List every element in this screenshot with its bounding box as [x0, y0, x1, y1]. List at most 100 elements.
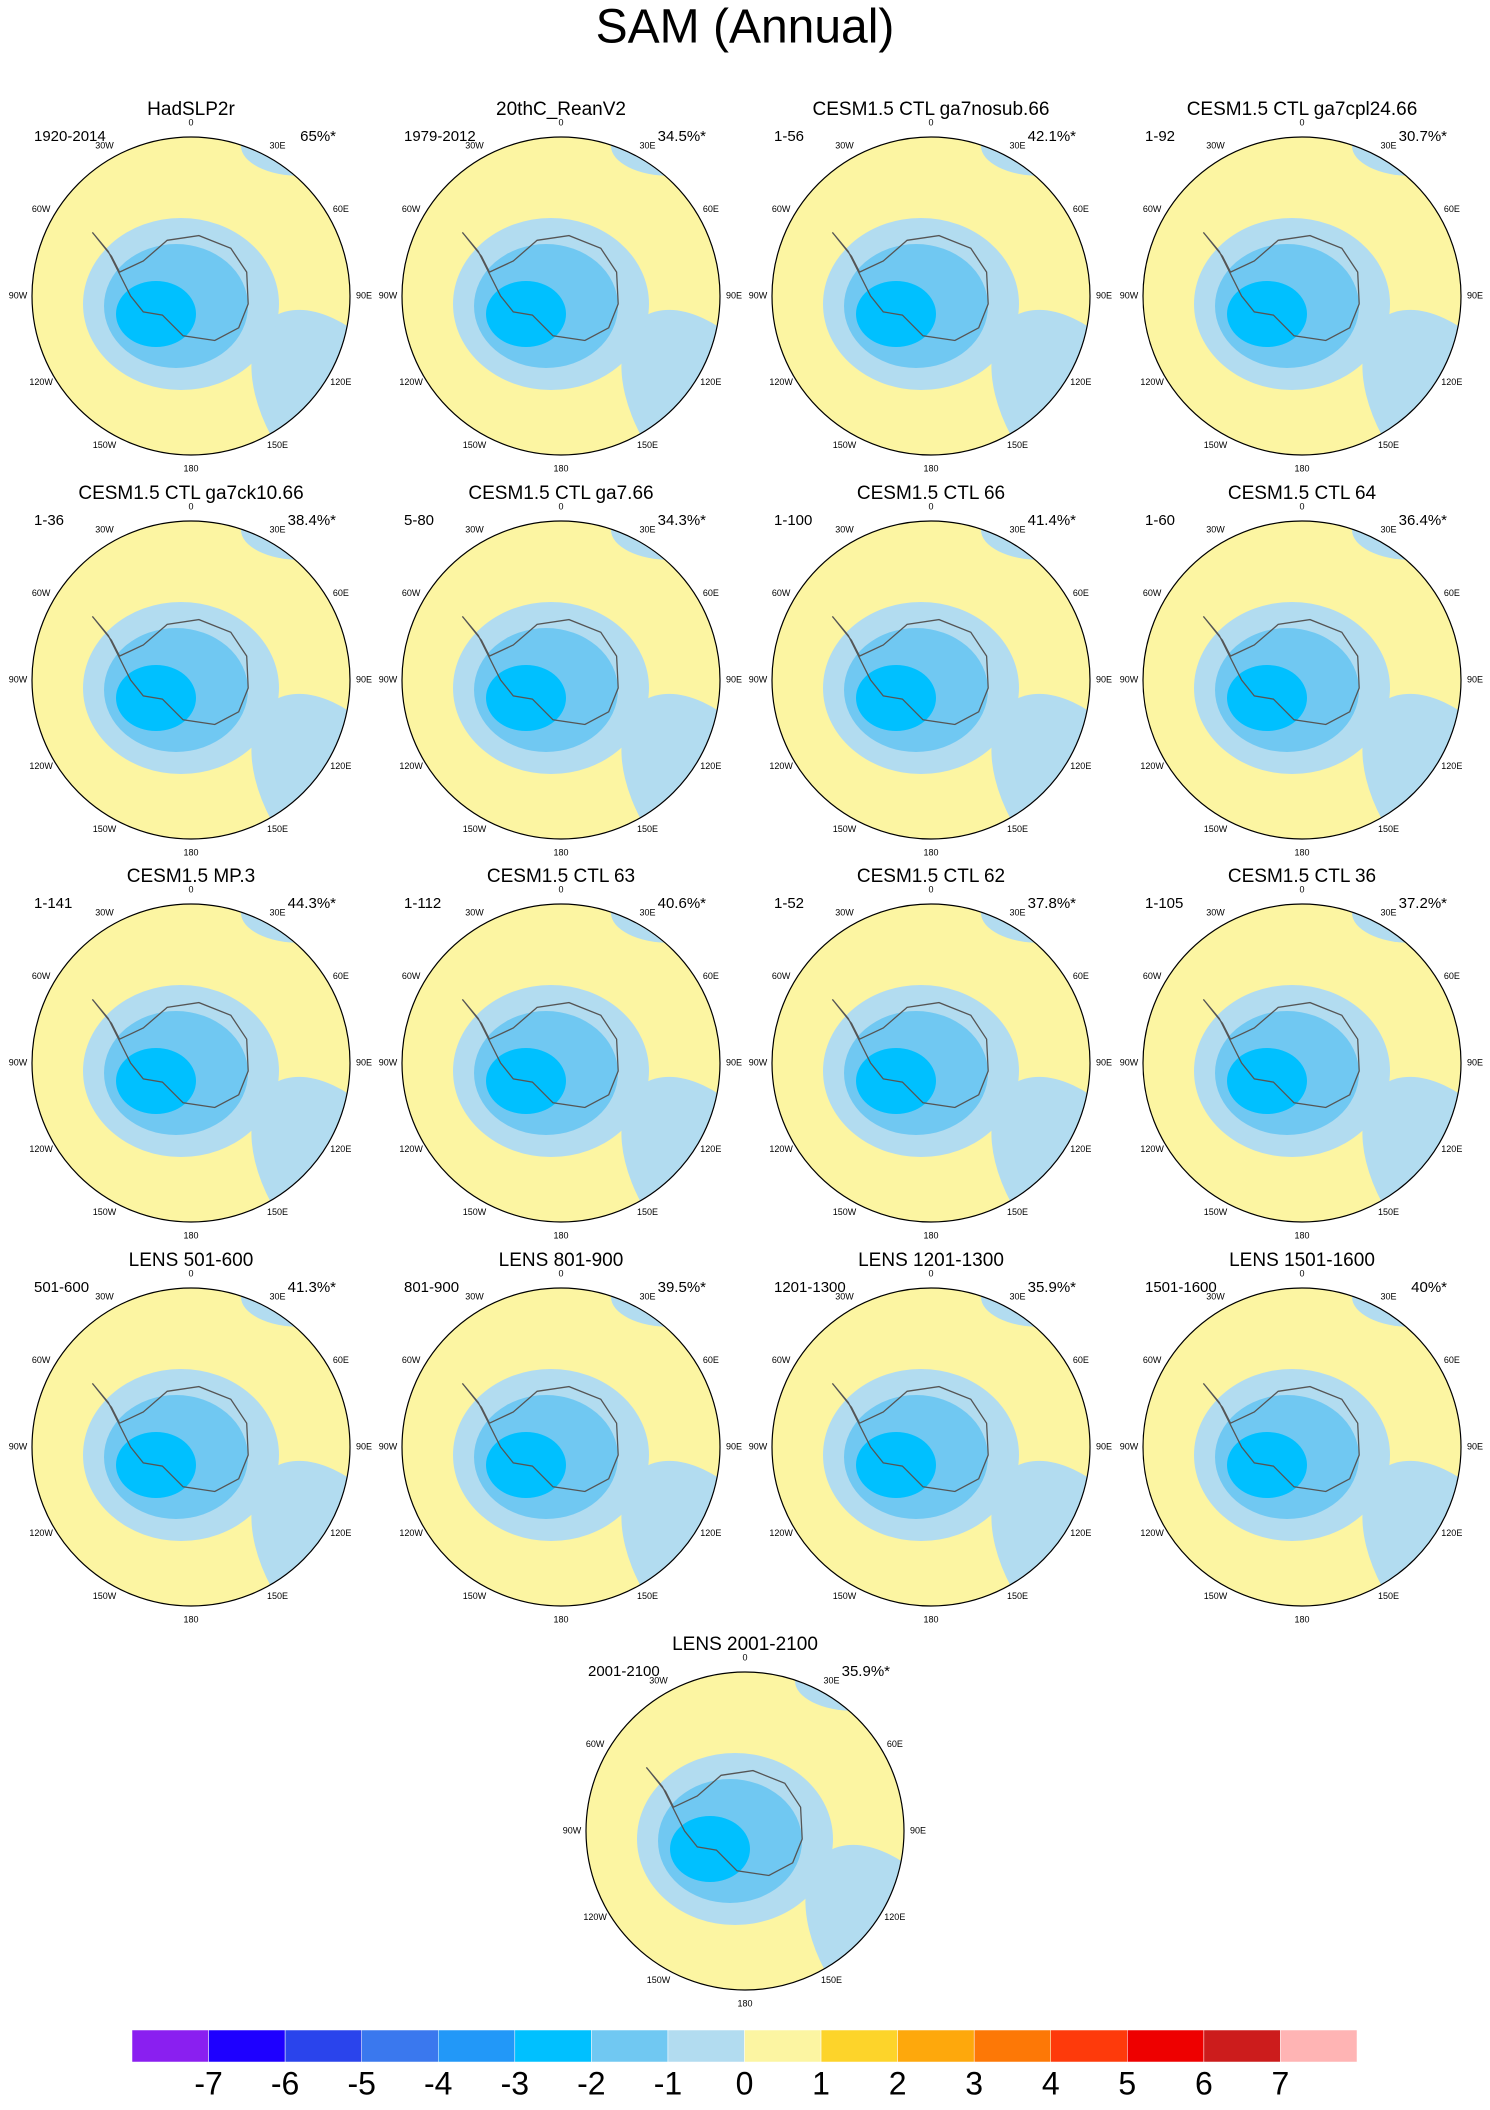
longitude-label: 60E — [1444, 588, 1460, 598]
panel-variance: 36.4%* — [1399, 512, 1448, 529]
longitude-label: 120E — [700, 1144, 721, 1154]
longitude-label: 30E — [1380, 1292, 1396, 1302]
map-panel: 0 30E 60E 90E 120E 150E 180 150W 120W 90W 60W 30W CE… — [9, 866, 372, 1240]
colorbar-label: -1 — [654, 2065, 682, 2101]
longitude-label: 120E — [1070, 1144, 1091, 1154]
coastline — [1202, 1382, 1360, 1493]
longitude-label: 60W — [772, 588, 791, 598]
map-border — [1142, 903, 1462, 1223]
map-field — [586, 1672, 904, 1990]
coastline — [461, 231, 619, 342]
colorbar-label: -3 — [501, 2065, 529, 2101]
map-panel: 0 30E 60E 90E 120E 150E 180 150W 120W 90W 60W 30W CE… — [9, 483, 372, 857]
panel-period: 1201-1300 — [774, 1279, 846, 1296]
panel-title: CESM1.5 CTL 66 — [857, 483, 1005, 504]
panel-title: CESM1.5 MP.3 — [127, 866, 255, 887]
map-field — [1143, 1288, 1461, 1606]
panel-variance: 42.1%* — [1028, 128, 1077, 145]
longitude-label: 0 — [928, 884, 933, 894]
longitude-label: 30W — [95, 141, 114, 151]
longitude-label: 60W — [1143, 1355, 1162, 1365]
panel-period: 2001-2100 — [588, 1663, 660, 1680]
longitude-label: 150E — [1007, 1207, 1028, 1217]
longitude-label: 150E — [1378, 824, 1399, 834]
longitude-label: 90E — [1096, 1441, 1112, 1451]
longitude-label: 150W — [1204, 824, 1228, 834]
panel-title: CESM1.5 CTL ga7.66 — [468, 483, 653, 504]
longitude-label: 180 — [183, 463, 198, 473]
panel-title: CESM1.5 CTL 63 — [487, 866, 635, 887]
longitude-label: 180 — [553, 1614, 568, 1624]
coastline — [91, 1382, 249, 1493]
colorbar-box — [514, 2029, 592, 2063]
panel-period: 1-52 — [774, 895, 804, 912]
colorbar-box — [1203, 2029, 1281, 2063]
longitude-label: 120E — [1441, 1144, 1462, 1154]
longitude-label: 90E — [726, 674, 742, 684]
longitude-label: 30E — [269, 141, 285, 151]
panel-title: CESM1.5 CTL 64 — [1228, 483, 1377, 504]
longitude-label: 60E — [703, 204, 719, 214]
panel-period: 1-105 — [1145, 895, 1183, 912]
longitude-label: 30E — [269, 908, 285, 918]
longitude-label: 90W — [379, 1057, 398, 1067]
map-panel: 0 30E 60E 90E 120E 150E 180 150W 120W 90W 60W 30W LE… — [1120, 1250, 1483, 1624]
map-border — [31, 1287, 351, 1607]
field-edge — [1352, 137, 1461, 176]
longitude-label: 180 — [923, 463, 938, 473]
longitude-label: 150E — [1007, 440, 1028, 450]
colorbar-label: 2 — [889, 2065, 907, 2101]
colorbar-box — [744, 2029, 822, 2063]
longitude-label: 60E — [333, 971, 349, 981]
panel-period: 1-100 — [774, 512, 812, 529]
longitude-label: 0 — [558, 501, 563, 511]
map-panel: 0 30E 60E 90E 120E 150E 180 150W 120W 90W 60W 30W CE… — [1120, 99, 1483, 473]
field-edge — [241, 137, 350, 176]
coastline — [461, 998, 619, 1109]
map-field — [1143, 137, 1461, 455]
longitude-label: 90E — [356, 1057, 372, 1067]
longitude-label: 120E — [700, 1528, 721, 1538]
longitude-label: 150E — [1378, 1591, 1399, 1601]
longitude-label: 120W — [769, 1144, 793, 1154]
longitude-label: 150E — [267, 440, 288, 450]
longitude-label: 120E — [330, 1144, 351, 1154]
longitude-label: 120E — [884, 1912, 905, 1922]
longitude-label: 180 — [183, 1614, 198, 1624]
panel-title: LENS 1501-1600 — [1229, 1250, 1375, 1271]
longitude-label: 150E — [637, 1207, 658, 1217]
colorbar: -7 -6 -5 -4 -3 -2 -1 0 1 2 3 4 5 6 7 — [131, 2029, 1358, 2101]
panel-variance: 41.3%* — [288, 1279, 337, 1296]
longitude-label: 30E — [269, 1292, 285, 1302]
map-border — [771, 903, 1091, 1223]
panel-variance: 38.4%* — [288, 512, 337, 529]
coastline — [1202, 231, 1360, 342]
panel-period: 1-112 — [404, 895, 441, 912]
longitude-label: 0 — [188, 884, 193, 894]
longitude-label: 90W — [1120, 290, 1139, 300]
panel-period: 501-600 — [34, 1279, 89, 1296]
longitude-label: 90W — [563, 1825, 582, 1835]
colorbar-label: 6 — [1195, 2065, 1213, 2101]
panel-title: CESM1.5 CTL 62 — [857, 866, 1005, 887]
longitude-label: 150E — [637, 440, 658, 450]
longitude-label: 30W — [465, 525, 484, 535]
longitude-label: 30W — [95, 525, 114, 535]
longitude-label: 60E — [1073, 971, 1089, 981]
longitude-label: 150W — [463, 440, 487, 450]
colorbar-box — [973, 2029, 1051, 2063]
longitude-label: 120E — [1070, 377, 1091, 387]
longitude-label: 120W — [399, 1144, 423, 1154]
longitude-label: 120E — [1441, 1528, 1462, 1538]
longitude-label: 90E — [356, 1441, 372, 1451]
longitude-label: 90E — [1467, 1057, 1483, 1067]
field-edge — [241, 1288, 350, 1327]
longitude-label: 60W — [32, 204, 51, 214]
longitude-label: 0 — [558, 117, 563, 127]
map-field — [32, 1288, 350, 1606]
map-border — [401, 136, 721, 456]
panel-variance: 40%* — [1411, 1279, 1447, 1296]
map-panel: 0 30E 60E 90E 120E 150E 180 150W 120W 90W 60W 30W LE… — [563, 1634, 926, 2008]
longitude-label: 120W — [29, 1144, 53, 1154]
